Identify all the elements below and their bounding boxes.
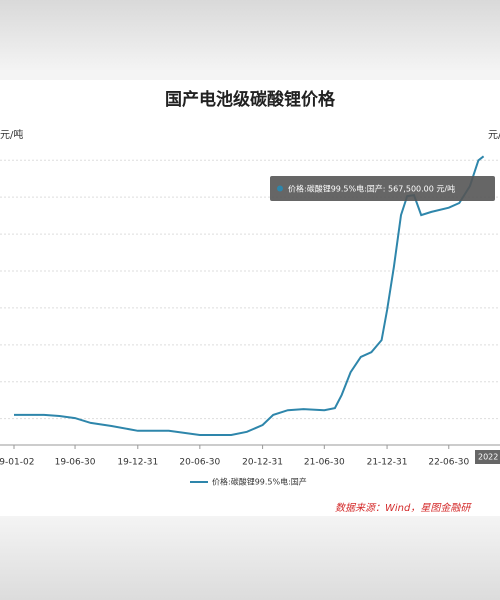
x-tick-label: 21-06-30 xyxy=(304,458,345,468)
x-tick-label: 21-12-31 xyxy=(367,458,408,468)
x-tick-label: 20-12-31 xyxy=(242,458,283,468)
x-tick-label: 19-12-31 xyxy=(117,458,158,468)
chart-card xyxy=(0,80,500,516)
legend-label: 价格:碳酸锂99.5%电:国产 xyxy=(212,477,307,487)
plot: 19-01-02 19-06-30 19-12-31 20-06-30 20-12-31… xyxy=(0,155,500,468)
y2-axis-label: 元/吨 xyxy=(488,128,500,141)
source: 数据来源：Wind，星图金融研 xyxy=(335,502,472,514)
tooltip-dot xyxy=(277,185,283,192)
x-tick-label: 22-06-30 xyxy=(428,458,469,468)
pointer-box xyxy=(475,450,500,464)
x-tick-label: 20-06-30 xyxy=(179,458,220,468)
y-axis-label: 元/吨 xyxy=(0,128,23,141)
chart-title: 国产电池级碳酸锂价格 xyxy=(165,89,336,110)
x-tick-label: 19-06-30 xyxy=(55,458,96,468)
tooltip-box xyxy=(270,176,495,201)
series-line xyxy=(14,155,485,436)
tooltip-text: 价格:碳酸锂99.5%电:国产: 567,500.00 元/吨 xyxy=(288,184,455,194)
pointer-label: 2022 xyxy=(478,453,498,462)
x-tick-label: 19-01-02 xyxy=(0,458,34,468)
